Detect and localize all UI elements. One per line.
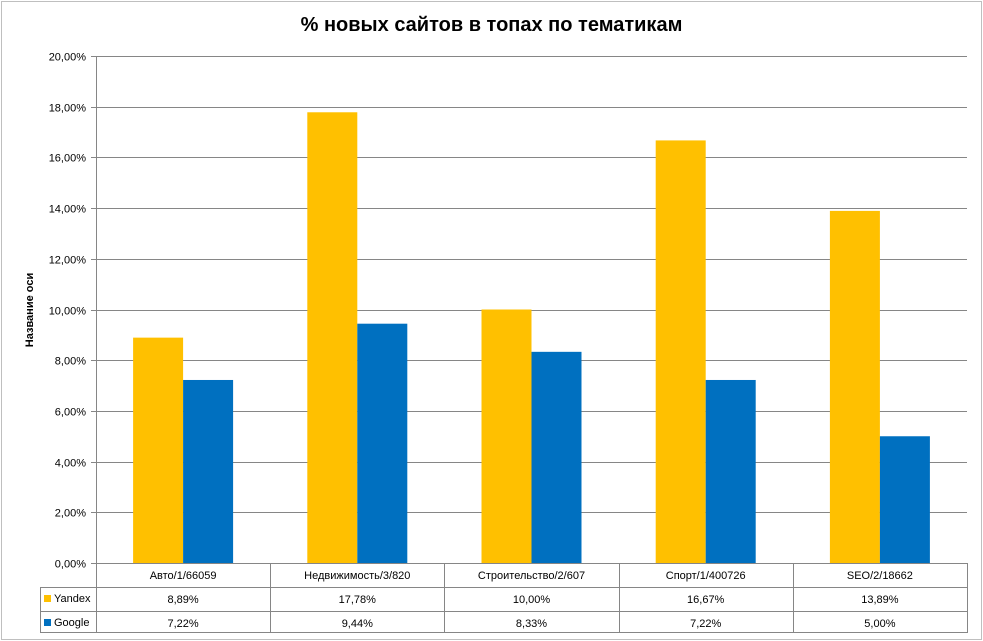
y-tick-label: 16,00%: [49, 153, 87, 165]
bar-yandex: [481, 309, 532, 563]
x-category-label: Авто/1/66059: [150, 570, 217, 582]
bar-yandex: [133, 337, 184, 563]
data-label: 7,22%: [167, 618, 198, 630]
y-tick-label: 2,00%: [55, 508, 86, 520]
bar-yandex: [829, 210, 880, 564]
data-label: 10,00%: [513, 594, 551, 606]
y-tick-label: 8,00%: [55, 356, 86, 368]
y-axis-ticks: 0,00% 2,00% 4,00% 6,00% 8,00% 10,00% 12,00% 14,…: [49, 52, 87, 571]
data-label: 17,78%: [339, 594, 377, 606]
y-tick-label: 20,00%: [49, 52, 87, 64]
data-label: 16,67%: [687, 594, 725, 606]
bar-google: [879, 436, 930, 563]
data-table: Авто/1/66059 Недвижимость/3/820 Строительс…: [40, 563, 968, 633]
y-tick-label: 4,00%: [55, 458, 86, 470]
x-category-label: Спорт/1/400726: [666, 570, 746, 582]
bar-google: [531, 351, 582, 563]
bar-google: [705, 379, 756, 563]
x-category-label: Недвижимость/3/820: [304, 570, 410, 582]
y-tick-label: 18,00%: [49, 103, 87, 115]
y-tick-label: 0,00%: [55, 559, 86, 571]
x-category-label: SEO/2/18662: [847, 570, 913, 582]
y-tick-label: 6,00%: [55, 407, 86, 419]
bars: [133, 112, 930, 564]
data-label: 8,89%: [167, 594, 198, 606]
chart-title: % новых сайтов в топах по тематикам: [300, 14, 683, 36]
data-label: 8,33%: [516, 618, 547, 630]
bar-yandex: [655, 140, 706, 563]
data-label: 9,44%: [342, 618, 373, 630]
y-tick-label: 12,00%: [49, 255, 87, 267]
legend-key-google: [44, 619, 51, 626]
y-tick-label: 10,00%: [49, 306, 87, 318]
data-label: 13,89%: [861, 594, 899, 606]
bar-google: [183, 379, 234, 563]
bar-yandex: [307, 112, 358, 563]
data-label: 7,22%: [690, 618, 721, 630]
bar-google: [357, 323, 408, 563]
y-tick-label: 14,00%: [49, 204, 87, 216]
data-label: 5,00%: [864, 618, 895, 630]
legend-label: Yandex: [54, 593, 91, 605]
legend-label: Google: [54, 617, 89, 629]
legend-key-yandex: [44, 595, 51, 602]
x-category-label: Строительство/2/607: [478, 570, 585, 582]
